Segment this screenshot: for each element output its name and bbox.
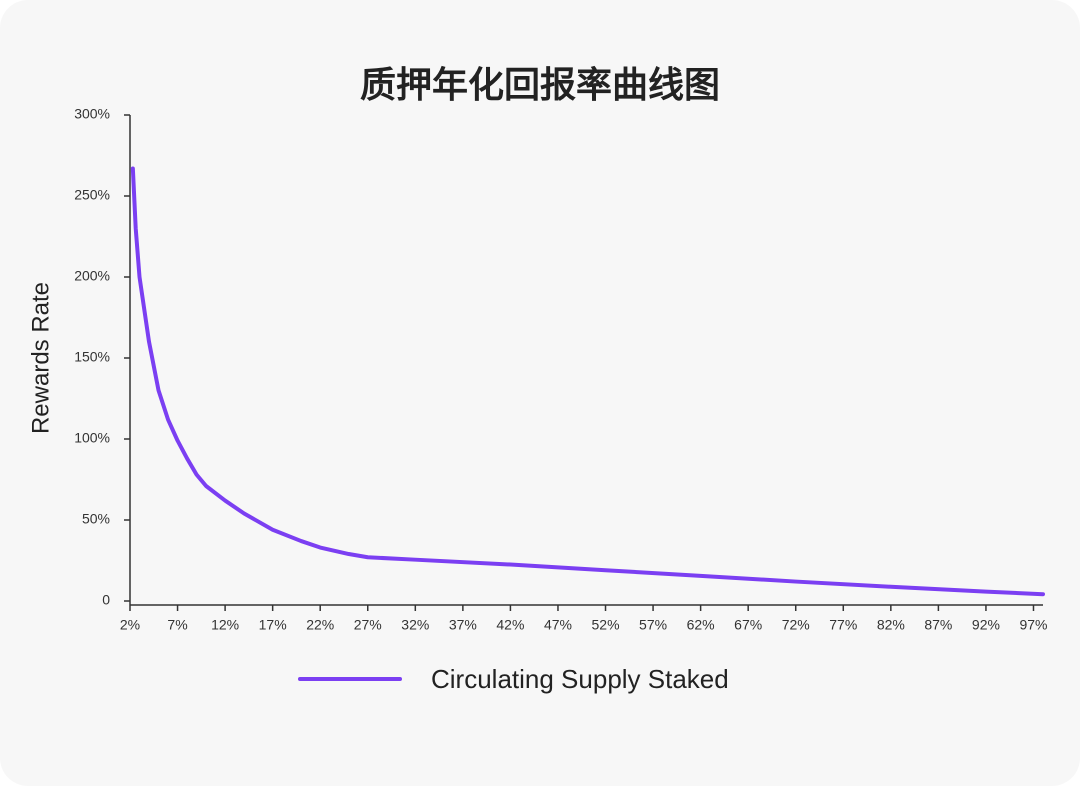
x-tick-label: 77% (829, 617, 857, 633)
x-tick-label: 57% (639, 617, 667, 633)
x-tick-label: 2% (120, 617, 140, 633)
chart-title: 质押年化回报率曲线图 (360, 65, 720, 106)
x-tick-label: 32% (401, 617, 429, 633)
x-tick-label: 7% (167, 617, 187, 633)
y-axis-label: Rewards Rate (27, 282, 54, 434)
x-tick-label: 92% (972, 617, 1000, 633)
x-tick-label: 82% (877, 617, 905, 633)
data-line (130, 166, 1045, 597)
x-tick-label: 47% (544, 617, 572, 633)
y-tick-label: 200% (74, 268, 110, 284)
x-tick-label: 52% (592, 617, 620, 633)
x-tick-label: 22% (306, 617, 334, 633)
x-tick-label: 67% (734, 617, 762, 633)
legend-label: Circulating Supply Staked (431, 664, 729, 694)
y-tick-label: 100% (74, 430, 110, 446)
x-tick-label: 62% (687, 617, 715, 633)
y-tick-label: 0 (102, 592, 110, 608)
y-tick-label: 300% (74, 106, 110, 122)
x-tick-label: 87% (924, 617, 952, 633)
x-tick-label: 42% (496, 617, 524, 633)
x-tick-label: 37% (449, 617, 477, 633)
x-tick-label: 17% (259, 617, 287, 633)
y-tick-label: 150% (74, 349, 110, 365)
x-tick-label: 27% (354, 617, 382, 633)
y-tick-label: 50% (82, 511, 110, 527)
x-tick-label: 97% (1019, 617, 1047, 633)
y-tick-label: 250% (74, 187, 110, 203)
x-tick-label: 72% (782, 617, 810, 633)
x-tick-label: 12% (211, 617, 239, 633)
